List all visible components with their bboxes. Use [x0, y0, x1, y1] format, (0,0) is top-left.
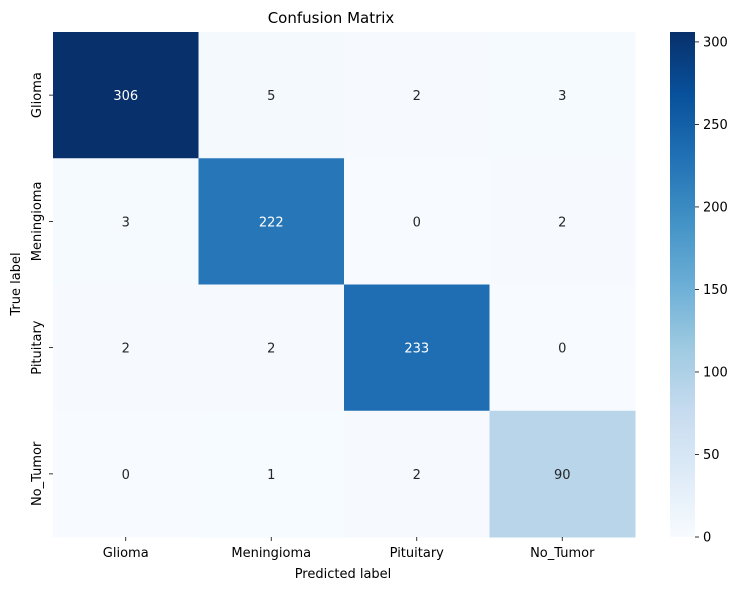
- heatmap-cell-r0-c3: [489, 32, 636, 159]
- colorbar-tick-label: 150: [703, 283, 728, 298]
- cell-value-r1-c1: 222: [259, 215, 284, 230]
- heatmap-cell-r0-c0: [53, 32, 199, 159]
- y-axis-label: True label: [9, 252, 24, 316]
- cell-value-r1-c0: 3: [122, 215, 130, 230]
- colorbar-tick-label: 100: [703, 365, 728, 380]
- heatmap-cell-r2-c1: [198, 284, 345, 412]
- cell-value-r2-c2: 233: [404, 342, 429, 357]
- cell-value-r0-c3: 3: [558, 89, 566, 104]
- colorbar-tick-label: 0: [703, 531, 711, 546]
- heatmap-cell-r2-c2: [344, 284, 490, 412]
- colorbar-tick-label: 300: [703, 35, 728, 50]
- heatmap-cell-r3-c3: [489, 410, 636, 538]
- cell-value-r3-c1: 1: [267, 468, 275, 483]
- heatmap-cell-r1-c2: [344, 158, 490, 285]
- heatmap-cell-r3-c2: [344, 410, 490, 538]
- x-tick-label: No_Tumor: [530, 546, 595, 561]
- heatmap-cell-r3-c1: [198, 410, 345, 538]
- heatmap-cell-r0-c1: [198, 32, 345, 159]
- heatmap-cell-r2-c0: [53, 284, 199, 412]
- colorbar-tick-label: 250: [703, 118, 728, 133]
- x-tick-label: Meningioma: [231, 546, 311, 561]
- chart-title: Confusion Matrix: [268, 9, 395, 27]
- cell-value-r3-c0: 0: [122, 468, 130, 483]
- cell-value-r3-c2: 2: [413, 468, 421, 483]
- heatmap-cell-r2-c3: [489, 284, 636, 412]
- y-tick-label: No_Tumor: [30, 441, 45, 506]
- colorbar-tick-label: 50: [703, 448, 720, 463]
- heatmap-grid: [53, 32, 636, 538]
- y-tick-label: Glioma: [30, 72, 45, 118]
- x-tick-label: Glioma: [103, 546, 149, 561]
- cell-value-r2-c0: 2: [122, 342, 130, 357]
- x-axis-ticks: Glioma Meningioma Pituitary No_Tumor: [103, 537, 595, 561]
- cell-value-r0-c1: 5: [267, 89, 275, 104]
- colorbar: [670, 32, 695, 537]
- x-tick-label: Pituitary: [390, 546, 445, 561]
- cell-value-r0-c0: 306: [113, 89, 138, 104]
- colorbar-tick-label: 200: [703, 200, 728, 215]
- heatmap-cell-r1-c1: [198, 158, 345, 285]
- cell-value-r1-c3: 2: [558, 215, 566, 230]
- cell-value-r0-c2: 2: [413, 89, 421, 104]
- heatmap-cell-r1-c3: [489, 158, 636, 285]
- colorbar-ticks: 0 50 100 150 200 250 300: [695, 35, 728, 546]
- heatmap-cell-r0-c2: [344, 32, 490, 159]
- cell-annotations: 306 5 2 33 222 0 22 2 233 00 1 2 90: [113, 89, 570, 483]
- heatmap-cell-r3-c0: [53, 410, 199, 538]
- y-axis-ticks: Glioma Meningioma Pituitary No_Tumor: [30, 72, 53, 506]
- cell-value-r2-c3: 0: [558, 342, 566, 357]
- cell-value-r1-c2: 0: [413, 215, 421, 230]
- cell-value-r2-c1: 2: [267, 342, 275, 357]
- cell-value-r3-c3: 90: [554, 468, 571, 483]
- heatmap-cell-r1-c0: [53, 158, 199, 285]
- y-tick-label: Pituitary: [30, 320, 45, 375]
- x-axis-label: Predicted label: [295, 567, 392, 582]
- y-tick-label: Meningioma: [30, 181, 45, 261]
